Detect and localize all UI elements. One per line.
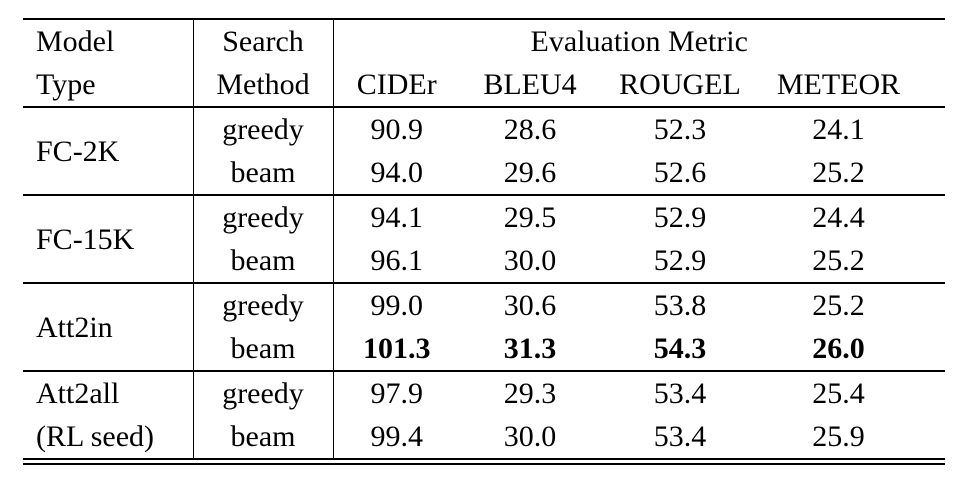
model-name-line2: (RL seed) — [36, 420, 155, 453]
model-group-fc2k: FC-2K greedy 90.9 28.6 52.3 24.1 beam 94… — [23, 107, 945, 195]
metric-value-cider: 96.1 — [370, 243, 424, 277]
metric-value-bleu4: 31.3 — [503, 331, 557, 365]
metric-value-meteor: 25.9 — [812, 419, 865, 453]
evaluation-results-table: Model Search Evaluation Metric Type Meth… — [23, 18, 945, 465]
header-model-type: Type — [23, 63, 194, 108]
metric-value-cider: 94.1 — [370, 200, 424, 234]
header-search-method: Method — [193, 63, 334, 108]
model-cell: FC-2K — [23, 107, 194, 195]
metric-value-bleu4: 30.0 — [503, 419, 557, 453]
table-header: Model Search Evaluation Metric Type Meth… — [23, 19, 945, 108]
metric-value-cider: 97.9 — [370, 376, 424, 410]
model-group-fc15k: FC-15K greedy 94.1 29.5 52.9 24.4 beam 9… — [23, 195, 945, 283]
metric-value-bleu4: 29.5 — [503, 200, 557, 234]
metric-value-cider: 90.9 — [370, 112, 424, 146]
header-metric-meteor: METEOR — [760, 63, 945, 108]
header-metric-bleu4: BLEU4 — [460, 63, 600, 108]
header-model: Model — [23, 19, 194, 63]
table-row: Att2in greedy 99.0 30.6 53.8 25.2 — [23, 283, 945, 371]
table-row: FC-15K greedy 94.1 29.5 52.9 24.4 — [23, 195, 945, 283]
model-group-att2all-rl-seed: Att2all (RL seed) greedy 97.9 29.3 53.4 … — [23, 371, 945, 462]
header-evaluation-metric: Evaluation Metric — [530, 24, 748, 58]
page: Model Search Evaluation Metric Type Meth… — [23, 18, 945, 465]
metric-value-rougel: 52.9 — [653, 200, 707, 234]
metric-value-cider: 99.4 — [370, 419, 424, 453]
model-group-att2in: Att2in greedy 99.0 30.6 53.8 25.2 beam 1… — [23, 283, 945, 371]
table-row: beam 96.1 30.0 52.9 25.2 — [23, 239, 945, 283]
metric-value-rougel: 52.6 — [653, 155, 707, 189]
model-cell: Att2in — [23, 283, 194, 371]
metric-value-cider: 99.0 — [370, 288, 424, 322]
metric-value-bleu4: 29.3 — [503, 376, 557, 410]
metric-value-rougel: 53.4 — [653, 419, 707, 453]
table-row: beam 101.3 31.3 54.3 26.0 — [23, 327, 945, 371]
header-metric-rougel: ROUGEL — [600, 63, 760, 108]
search-method-cell: beam — [193, 151, 334, 195]
metric-value-meteor: 25.2 — [812, 155, 865, 189]
search-method-cell: greedy — [193, 195, 334, 239]
search-method-cell: beam — [193, 327, 334, 371]
metric-value-rougel: 53.4 — [653, 376, 707, 410]
metric-value-cider: 101.3 — [363, 331, 431, 365]
search-method-cell: greedy — [193, 283, 334, 327]
search-method-cell: beam — [193, 239, 334, 283]
model-cell: FC-15K — [23, 195, 194, 283]
header-row-2: Type Method CIDEr BLEU4 ROUGEL METEOR — [23, 63, 945, 108]
metric-value-rougel: 52.3 — [653, 112, 707, 146]
model-name: FC-2K — [36, 134, 120, 168]
metric-value-bleu4: 29.6 — [503, 155, 557, 189]
table-row: FC-2K greedy 90.9 28.6 52.3 24.1 — [23, 107, 945, 195]
header-metric-cider: CIDEr — [333, 63, 460, 108]
header-row-1: Model Search Evaluation Metric — [23, 19, 945, 63]
model-name: FC-15K — [36, 222, 135, 256]
model-cell: Att2all (RL seed) — [23, 371, 194, 462]
metric-value-rougel: 53.8 — [653, 288, 707, 322]
model-name: Att2in — [36, 310, 113, 344]
metric-value-cider: 94.0 — [370, 155, 424, 189]
table-row: beam 94.0 29.6 52.6 25.2 — [23, 151, 945, 195]
model-name: Att2all — [36, 377, 120, 410]
table-row: Att2all (RL seed) greedy 97.9 29.3 53.4 … — [23, 371, 945, 462]
metric-value-bleu4: 28.6 — [503, 112, 557, 146]
metric-value-meteor: 25.4 — [812, 376, 865, 410]
metric-value-meteor: 26.0 — [812, 331, 865, 365]
metric-value-meteor: 24.4 — [812, 200, 865, 234]
metric-value-meteor: 25.2 — [812, 243, 865, 277]
metric-value-bleu4: 30.6 — [503, 288, 557, 322]
metric-value-meteor: 25.2 — [812, 288, 865, 322]
search-method-cell: greedy — [193, 107, 334, 151]
table-row: beam 99.4 30.0 53.4 25.9 — [23, 415, 945, 462]
metric-value-meteor: 24.1 — [812, 112, 865, 146]
metric-value-rougel: 52.9 — [653, 243, 707, 277]
header-search: Search — [193, 19, 334, 63]
metric-value-bleu4: 30.0 — [503, 243, 557, 277]
search-method-cell: beam — [193, 415, 334, 462]
search-method-cell: greedy — [193, 371, 334, 415]
metric-value-rougel: 54.3 — [653, 331, 707, 365]
